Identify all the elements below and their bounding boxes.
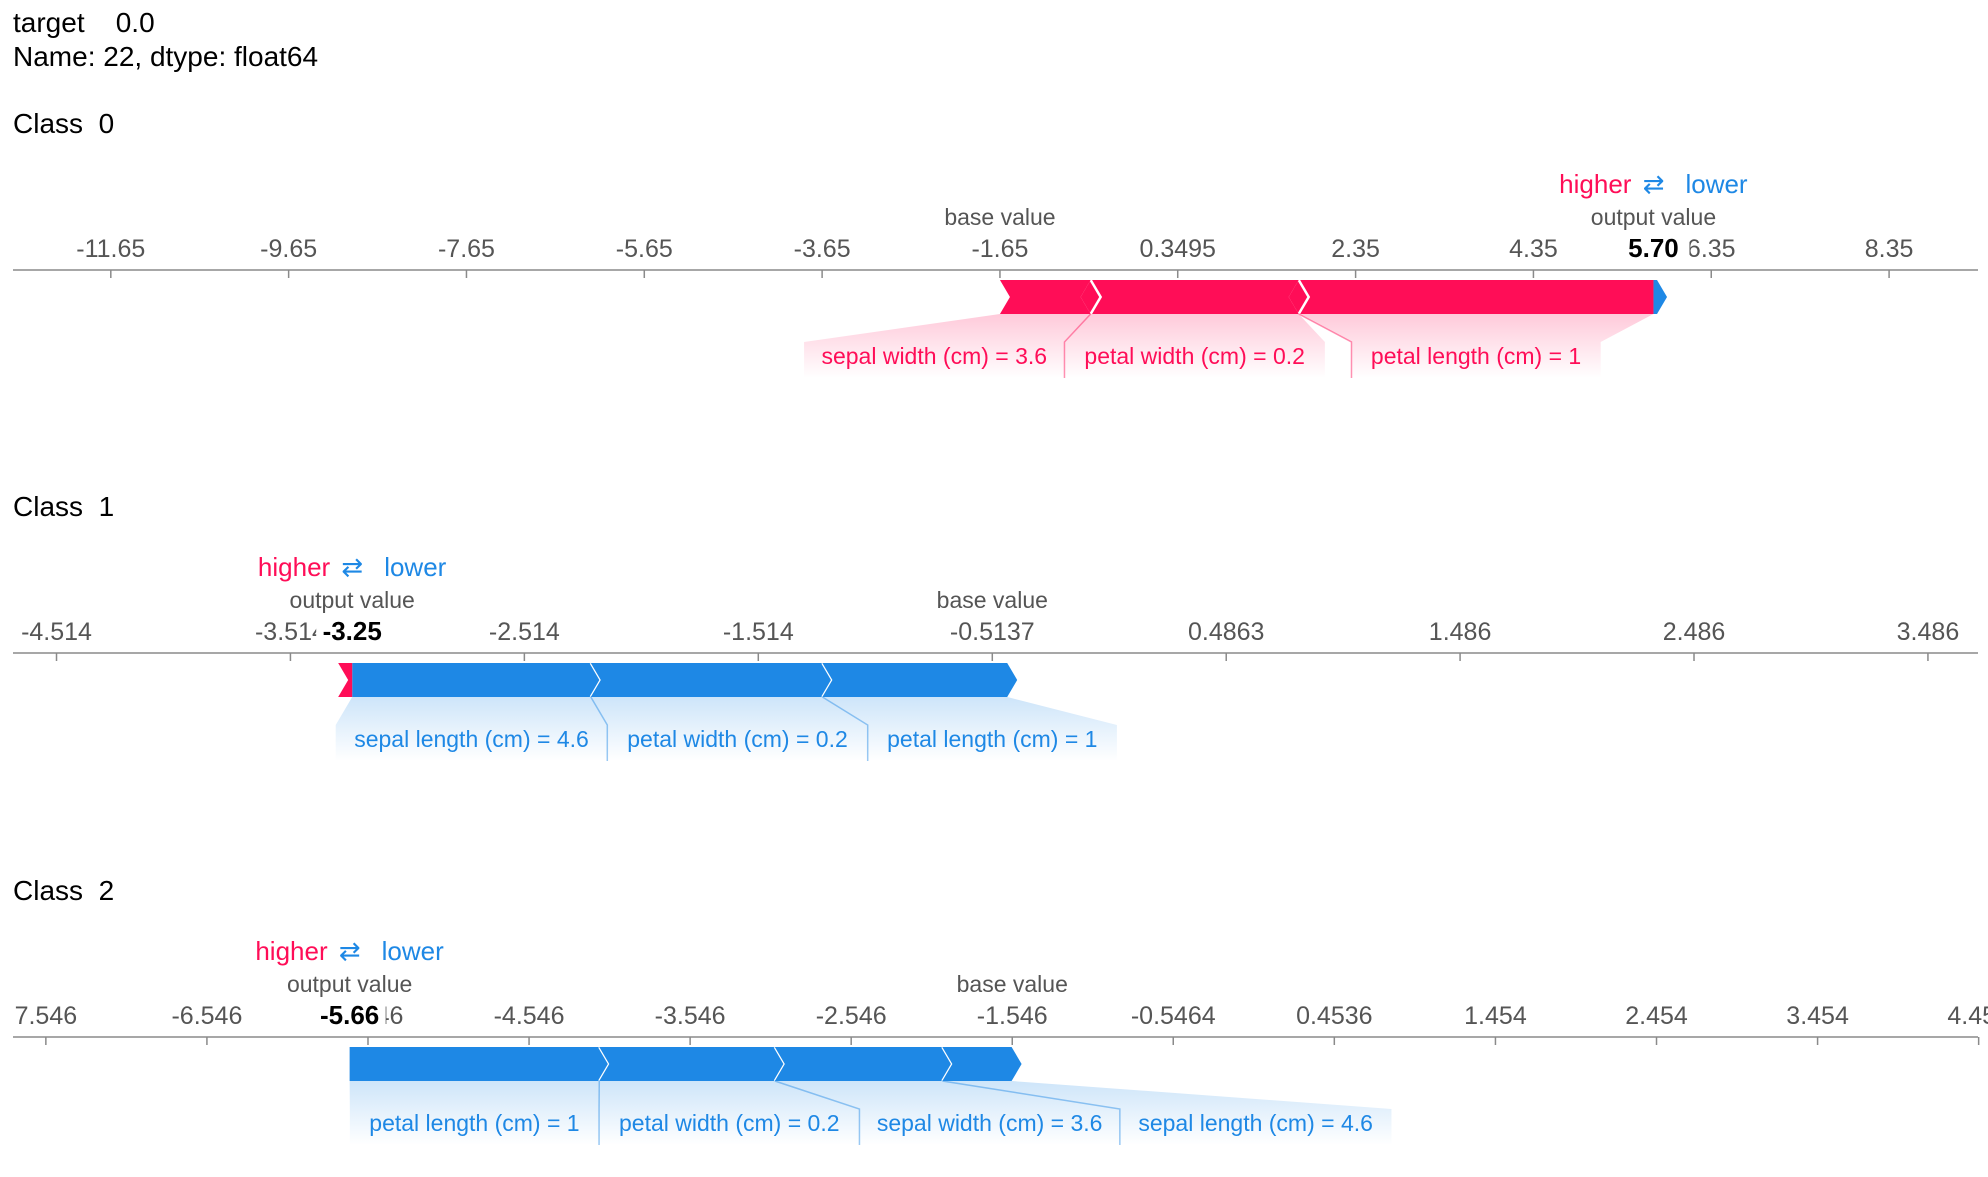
tick-label: 1.486 <box>1429 618 1492 646</box>
negative-feature-label: petal length (cm) = 1 <box>887 726 1097 752</box>
output-value-number: -3.25 <box>323 616 382 646</box>
legend-lower: lower <box>382 936 444 966</box>
negative-feature-label: sepal width (cm) = 3.6 <box>877 1110 1103 1136</box>
positive-feature-label: petal width (cm) = 0.2 <box>1084 343 1305 369</box>
positive-feature-label: petal length (cm) = 1 <box>1371 343 1581 369</box>
negative-feature-bar <box>591 663 833 697</box>
negative-feature-bar <box>942 1047 1021 1081</box>
tick-label: -1.514 <box>723 618 794 646</box>
tick-label: 0.4863 <box>1188 618 1264 646</box>
tick-label: -4.514 <box>21 618 92 646</box>
negative-feature-label: petal width (cm) = 0.2 <box>627 726 848 752</box>
tick-label: 0.3495 <box>1139 235 1215 263</box>
tick-label: 1.454 <box>1464 1002 1527 1030</box>
legend-higher: higher <box>255 936 328 966</box>
legend-arrows-icon: ⇄ <box>1643 169 1665 199</box>
output-value-label: output value <box>287 971 412 997</box>
tick-label: -2.546 <box>816 1002 887 1030</box>
positive-feature-bar <box>1000 280 1091 314</box>
tick-label: 0.4536 <box>1296 1002 1372 1030</box>
legend-higher: higher <box>258 552 331 582</box>
tick-label: -2.514 <box>489 618 560 646</box>
tick-label: 2.35 <box>1331 235 1380 263</box>
tick-label: -11.65 <box>76 235 145 263</box>
negative-feature-label: petal width (cm) = 0.2 <box>619 1110 840 1136</box>
positive-feature-bar <box>1289 280 1654 314</box>
negative-feature-label: sepal length (cm) = 4.6 <box>354 726 589 752</box>
negative-feature-label: petal length (cm) = 1 <box>369 1110 579 1136</box>
tick-label: -3.514 <box>255 618 326 646</box>
force-plot-class-0: -11.65 -9.65 -7.65 -5.65 -3.65 -1.65 0.3495 2.3… <box>0 160 1988 410</box>
legend-lower: lower <box>1685 169 1747 199</box>
legend-arrows-icon: ⇄ <box>339 936 361 966</box>
tick-label: -1.546 <box>977 1002 1048 1030</box>
negative-feature-bar <box>599 1047 785 1081</box>
legend-arrows-icon: ⇄ <box>341 552 363 582</box>
tick-label: 3.454 <box>1786 1002 1849 1030</box>
tick-label: 3.486 <box>1897 618 1960 646</box>
tick-label: -4.546 <box>494 1002 565 1030</box>
tick-label: -0.5137 <box>950 618 1035 646</box>
tick-label: 8.35 <box>1865 235 1914 263</box>
output-value-label: output value <box>1591 204 1716 230</box>
output-value-number: -5.66 <box>320 1000 379 1030</box>
tick-label: 4.454 <box>1947 1002 1988 1030</box>
positive-feature-label: sepal width (cm) = 3.6 <box>821 343 1047 369</box>
positive-feature-bar <box>338 663 352 697</box>
tick-label: 7.546 <box>15 1002 78 1030</box>
base-value-label: base value <box>944 204 1055 230</box>
tick-label: -0.5464 <box>1131 1002 1216 1030</box>
base-value-label: base value <box>937 587 1048 613</box>
output-value-number: 5.70 <box>1628 233 1679 263</box>
tick-label: -9.65 <box>260 235 317 263</box>
tick-label: -6.546 <box>171 1002 242 1030</box>
negative-feature-label: sepal length (cm) = 4.6 <box>1138 1110 1373 1136</box>
target-line: target 0.0 <box>13 6 155 40</box>
force-plot-class-1: -4.514 -3.514 -2.514 -1.514 -0.5137 0.4863 1.4… <box>0 543 1988 793</box>
negative-feature-bar <box>1653 280 1667 314</box>
positive-feature-bar <box>1081 280 1299 314</box>
tick-label: -7.65 <box>438 235 495 263</box>
tick-label: -3.546 <box>655 1002 726 1030</box>
class-2-title: Class 2 <box>13 875 114 907</box>
base-value-label: base value <box>957 971 1068 997</box>
legend-higher: higher <box>1559 169 1632 199</box>
tick-label: -1.65 <box>971 235 1028 263</box>
output-value-label: output value <box>290 587 415 613</box>
negative-feature-bar <box>350 1047 610 1081</box>
force-plot-class-2: 7.546-6.546-5.546-4.546-3.546-2.546-1.54… <box>0 927 1988 1177</box>
tick-label: -5.65 <box>616 235 673 263</box>
series-name-line: Name: 22, dtype: float64 <box>13 40 318 74</box>
tick-label: 2.486 <box>1663 618 1726 646</box>
negative-feature-bar <box>822 663 1017 697</box>
tick-label: 6.35 <box>1687 235 1736 263</box>
tick-label: 4.35 <box>1509 235 1558 263</box>
negative-feature-bar <box>352 663 601 697</box>
tick-label: 2.454 <box>1625 1002 1688 1030</box>
negative-feature-bar <box>775 1047 953 1081</box>
class-0-title: Class 0 <box>13 108 114 140</box>
class-1-title: Class 1 <box>13 491 114 523</box>
legend-lower: lower <box>384 552 446 582</box>
tick-label: -3.65 <box>794 235 851 263</box>
